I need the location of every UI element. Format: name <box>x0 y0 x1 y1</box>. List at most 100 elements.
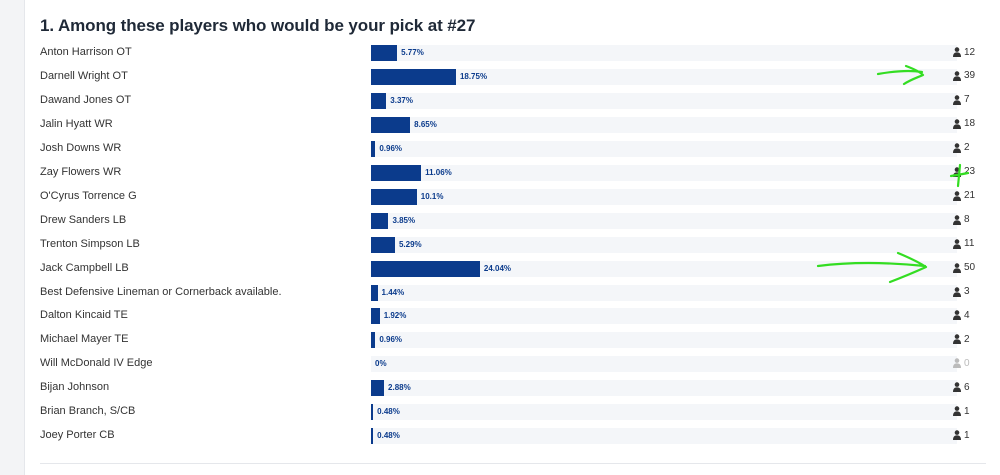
poll-bar-track: 0% <box>371 356 957 373</box>
poll-bar-fill <box>371 164 422 181</box>
poll-bar-track: 2.88% <box>371 380 957 397</box>
poll-bar-track: 10.1% <box>371 188 957 205</box>
person-icon <box>953 286 961 297</box>
poll-option-label: Drew Sanders LB <box>40 213 127 226</box>
poll-bar-track: 5.29% <box>371 236 957 253</box>
poll-option-label: O'Cyrus Torrence G <box>40 189 137 202</box>
vote-count-number: 4 <box>964 309 970 321</box>
poll-option-label: Trenton Simpson LB <box>40 237 140 250</box>
vote-count: 1 <box>953 428 970 442</box>
vote-count: 12 <box>953 45 975 59</box>
poll-option-label: Bijan Johnson <box>40 381 110 394</box>
poll-bar-track: 3.37% <box>371 92 957 109</box>
poll-bar-track: 0.48% <box>371 428 957 445</box>
vote-count: 2 <box>953 332 970 346</box>
poll-bar-track: 18.75% <box>371 68 957 85</box>
poll-percent-label: 0.48% <box>377 407 400 417</box>
vote-count-number: 23 <box>964 166 976 178</box>
poll-percent-label: 11.06% <box>425 167 452 177</box>
poll-percent-label: 0.48% <box>377 431 400 441</box>
poll-option-row: Drew Sanders LB 3.85% 8 <box>25 209 1000 233</box>
vote-count: 23 <box>953 165 975 179</box>
poll-bar-track: 3.85% <box>371 212 957 229</box>
poll-bar-track: 0.96% <box>371 140 957 157</box>
poll-option-label: Josh Downs WR <box>40 141 122 154</box>
vote-count-number: 0 <box>964 357 970 369</box>
poll-bar-track: 11.06% <box>371 164 957 181</box>
poll-option-row: Joey Porter CB 0.48% 1 <box>25 424 1000 448</box>
poll-option-row: O'Cyrus Torrence G 10.1% 21 <box>25 185 1000 209</box>
person-icon <box>953 334 961 345</box>
poll-bar-fill <box>371 308 380 325</box>
person-icon <box>953 382 961 393</box>
poll-option-label: Best Defensive Lineman or Cornerback ava… <box>40 285 282 298</box>
vote-count: 4 <box>953 308 970 322</box>
poll-percent-label: 5.77% <box>401 48 424 57</box>
vote-count-number: 8 <box>964 214 970 226</box>
poll-option-row: Michael Mayer TE 0.96% 2 <box>25 328 1000 352</box>
poll-option-label: Jack Campbell LB <box>40 261 129 274</box>
poll-option-row: Dawand Jones OT 3.37% 7 <box>25 89 1000 113</box>
vote-count: 1 <box>953 404 970 418</box>
poll-option-row: Jack Campbell LB 24.04% 50 <box>25 257 1000 281</box>
poll-bar-track: 0.48% <box>371 404 957 421</box>
person-icon <box>953 71 961 81</box>
poll-bar-fill <box>371 236 395 253</box>
divider <box>40 463 986 464</box>
poll-percent-label: 1.92% <box>383 311 407 321</box>
poll-percent-label: 1.44% <box>381 287 405 297</box>
vote-count-number: 3 <box>964 286 970 297</box>
vote-count: 11 <box>953 237 974 251</box>
vote-count-number: 11 <box>964 238 975 250</box>
vote-count-number: 2 <box>964 333 970 345</box>
poll-bar-fill <box>371 428 374 445</box>
poll-option-row: Jalin Hyatt WR 8.65% 18 <box>25 113 1000 137</box>
poll-percent-label: 3.37% <box>390 95 413 105</box>
vote-count: 18 <box>953 117 975 131</box>
person-icon <box>953 47 961 57</box>
poll-option-label: Will McDonald IV Edge <box>40 357 153 370</box>
poll-bar-fill <box>371 284 378 301</box>
vote-count: 7 <box>953 93 970 107</box>
poll-option-row: Best Defensive Lineman or Cornerback ava… <box>25 281 1000 305</box>
person-icon <box>953 190 961 201</box>
vote-count-number: 21 <box>964 190 976 202</box>
poll-percent-label: 0.96% <box>379 335 403 345</box>
poll-option-label: Dawand Jones OT <box>40 93 132 106</box>
poll-bar-track: 0.96% <box>371 332 957 349</box>
vote-count-number: 50 <box>964 262 976 274</box>
poll-card: 1. Among these players who would be your… <box>24 0 1000 475</box>
poll-bar-track: 5.77% <box>371 45 957 61</box>
poll-option-row: Trenton Simpson LB 5.29% 11 <box>25 233 1000 257</box>
vote-count-number: 2 <box>964 142 970 154</box>
vote-count-number: 18 <box>964 118 976 130</box>
person-icon <box>953 358 961 369</box>
poll-option-row: Bijan Johnson 2.88% 6 <box>25 376 1000 400</box>
poll-bar-fill <box>371 116 411 133</box>
person-icon <box>953 238 961 249</box>
poll-option-label: Anton Harrison OT <box>40 46 132 58</box>
poll-percent-label: 24.04% <box>483 263 512 273</box>
person-icon <box>953 262 961 273</box>
poll-percent-label: 5.29% <box>398 239 422 249</box>
vote-count-number: 6 <box>964 381 970 393</box>
poll-option-label: Jalin Hyatt WR <box>40 117 113 130</box>
vote-count: 8 <box>953 213 970 227</box>
poll-bar-fill <box>371 68 456 85</box>
poll-bar-track: 1.92% <box>371 308 957 325</box>
poll-bar-fill <box>371 260 480 277</box>
person-icon <box>953 119 961 129</box>
poll-percent-label: 10.1% <box>420 191 444 201</box>
vote-count: 6 <box>953 380 970 394</box>
poll-percent-label: 0.96% <box>379 143 403 153</box>
poll-bar-track: 8.65% <box>371 116 957 133</box>
vote-count: 2 <box>953 141 970 155</box>
poll-bar-fill <box>371 332 376 349</box>
vote-count: 0 <box>953 356 970 370</box>
vote-count-number: 12 <box>964 46 976 58</box>
poll-bar-fill <box>371 212 389 229</box>
poll-option-label: Dalton Kincaid TE <box>40 309 128 322</box>
vote-count-number: 39 <box>964 70 976 82</box>
poll-option-row: Josh Downs WR 0.96% 2 <box>25 137 1000 161</box>
poll-question-title: 1. Among these players who would be your… <box>40 16 476 35</box>
